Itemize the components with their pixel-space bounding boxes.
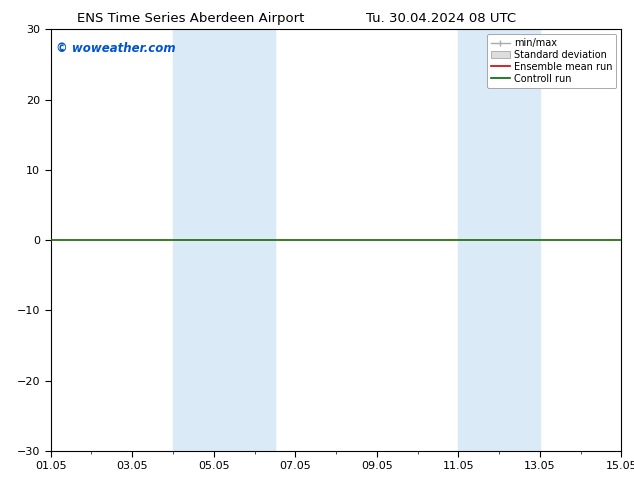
Bar: [499, 29, 540, 451]
Text: ENS Time Series Aberdeen Airport: ENS Time Series Aberdeen Airport: [77, 12, 304, 25]
Legend: min/max, Standard deviation, Ensemble mean run, Controll run: min/max, Standard deviation, Ensemble me…: [487, 34, 616, 88]
Text: Tu. 30.04.2024 08 UTC: Tu. 30.04.2024 08 UTC: [366, 12, 515, 25]
Bar: [214, 29, 275, 451]
Bar: [173, 29, 214, 451]
Text: © woweather.com: © woweather.com: [56, 42, 176, 55]
Bar: [458, 29, 499, 451]
